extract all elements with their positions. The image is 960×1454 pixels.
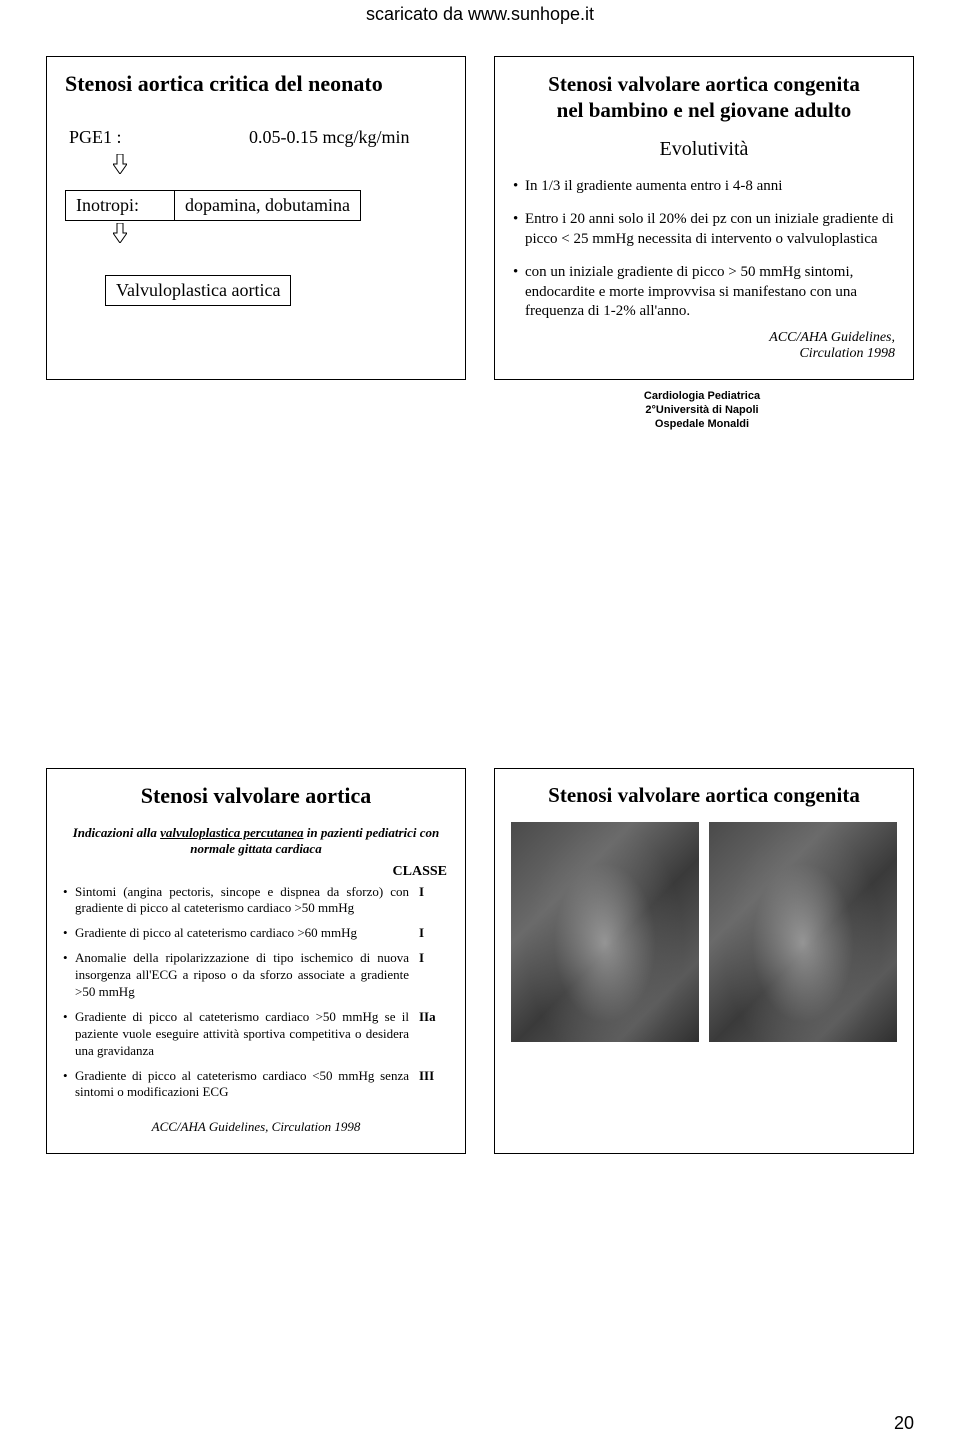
pge-row: PGE1 : 0.05-0.15 mcg/kg/min bbox=[69, 127, 447, 148]
title-line2: nel bambino e nel giovane adulto bbox=[557, 98, 852, 122]
box-right-title: Stenosi valvolare aortica congenita nel … bbox=[513, 71, 895, 124]
list-item: Entro i 20 anni solo il 20% dei pz con u… bbox=[513, 210, 895, 249]
item-text: Sintomi (angina pectoris, sincope e disp… bbox=[75, 884, 419, 918]
bullet-icon: • bbox=[63, 950, 75, 1001]
list-item: In 1/3 il gradiente aumenta entro i 4-8 … bbox=[513, 177, 895, 197]
item-text: Anomalie della ripolarizzazione di tipo … bbox=[75, 950, 419, 1001]
pge-label: PGE1 : bbox=[69, 127, 249, 148]
title-line1: Stenosi valvolare aortica congenita bbox=[548, 72, 860, 96]
item-text: Gradiente di picco al cateterismo cardia… bbox=[75, 1009, 419, 1060]
list-item: •Anomalie della ripolarizzazione di tipo… bbox=[63, 950, 449, 1001]
classe-header: CLASSE bbox=[63, 864, 449, 880]
box-br-title: Stenosi valvolare aortica congenita bbox=[511, 783, 897, 808]
box-evolutivita: Stenosi valvolare aortica congenita nel … bbox=[494, 56, 914, 380]
down-arrow-icon bbox=[113, 154, 127, 174]
item-text: Gradiente di picco al cateterismo cardia… bbox=[75, 1068, 419, 1102]
list-item: •Gradiente di picco al cateterismo cardi… bbox=[63, 1068, 449, 1102]
list-item: •Gradiente di picco al cateterismo cardi… bbox=[63, 925, 449, 942]
box-indicazioni: Stenosi valvolare aortica Indicazioni al… bbox=[46, 768, 466, 1154]
note-line1: ACC/AHA Guidelines, bbox=[769, 330, 895, 345]
page-number: 20 bbox=[894, 1413, 914, 1434]
reference: ACC/AHA Guidelines, Circulation 1998 bbox=[63, 1119, 449, 1135]
credits-line: 2°Università di Napoli bbox=[492, 404, 912, 418]
box-bl-title: Stenosi valvolare aortica bbox=[63, 783, 449, 809]
item-class: I bbox=[419, 950, 449, 1001]
box-angiography: Stenosi valvolare aortica congenita bbox=[494, 768, 914, 1154]
subtitle-pre: Indicazioni alla bbox=[73, 825, 160, 840]
item-class: I bbox=[419, 884, 449, 918]
box-left-title: Stenosi aortica critica del neonato bbox=[65, 71, 447, 97]
inotropi-label: Inotropi: bbox=[65, 190, 175, 221]
valvulo-box: Valvuloplastica aortica bbox=[105, 275, 291, 306]
bottom-row: Stenosi valvolare aortica Indicazioni al… bbox=[46, 768, 914, 1154]
pge-value: 0.05-0.15 mcg/kg/min bbox=[249, 127, 410, 148]
bullet-icon: • bbox=[63, 1068, 75, 1102]
valvulo-row: Valvuloplastica aortica bbox=[105, 275, 447, 306]
item-text: Gradiente di picco al cateterismo cardia… bbox=[75, 925, 419, 942]
item-class: IIa bbox=[419, 1009, 449, 1060]
guidelines-note: ACC/AHA Guidelines, Circulation 1998 bbox=[513, 330, 895, 364]
bullet-icon: • bbox=[63, 884, 75, 918]
evolutivita-heading: Evolutività bbox=[513, 138, 895, 161]
list-item: •Gradiente di picco al cateterismo cardi… bbox=[63, 1009, 449, 1060]
credits-line: Ospedale Monaldi bbox=[492, 418, 912, 432]
subtitle-underline: valvuloplastica percutanea bbox=[160, 825, 303, 840]
down-arrow-icon bbox=[113, 223, 127, 243]
list-item: con un iniziale gradiente di picco > 50 … bbox=[513, 263, 895, 322]
angiogram-image bbox=[709, 822, 897, 1042]
bullet-icon: • bbox=[63, 1009, 75, 1060]
item-class: III bbox=[419, 1068, 449, 1102]
angiogram-image bbox=[511, 822, 699, 1042]
list-item: •Sintomi (angina pectoris, sincope e dis… bbox=[63, 884, 449, 918]
note-line2: Circulation 1998 bbox=[799, 346, 895, 361]
page-header: scaricato da www.sunhope.it bbox=[0, 4, 960, 25]
indication-list: •Sintomi (angina pectoris, sincope e dis… bbox=[63, 884, 449, 1102]
evolutivita-list: In 1/3 il gradiente aumenta entro i 4-8 … bbox=[513, 177, 895, 322]
inotropi-row: Inotropi: dopamina, dobutamina bbox=[65, 190, 447, 221]
credits-line: Cardiologia Pediatrica bbox=[492, 390, 912, 404]
box-bl-subtitle: Indicazioni alla valvuloplastica percuta… bbox=[63, 825, 449, 858]
inotropi-value: dopamina, dobutamina bbox=[175, 190, 361, 221]
bullet-icon: • bbox=[63, 925, 75, 942]
box-stenosi-critica: Stenosi aortica critica del neonato PGE1… bbox=[46, 56, 466, 380]
image-row bbox=[511, 822, 897, 1137]
item-class: I bbox=[419, 925, 449, 942]
credits-block: Cardiologia Pediatrica 2°Università di N… bbox=[492, 390, 912, 431]
top-row: Stenosi aortica critica del neonato PGE1… bbox=[46, 56, 914, 380]
